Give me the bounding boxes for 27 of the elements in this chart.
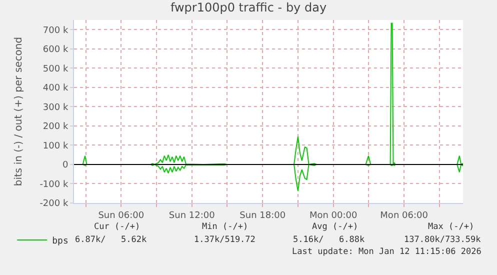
text: Last update: Mon Jan 12 11:15:06 2026 <box>292 247 482 257</box>
y-tick-label: 600 k <box>42 45 69 56</box>
y-axis-title: bits in (-) / out (+) per second <box>14 36 25 186</box>
y-tick-label: 400 k <box>42 84 69 94</box>
y-tick-label: 500 k <box>42 64 69 74</box>
x-tick-label: Sun 18:00 <box>240 210 286 221</box>
x-tick-label: Sun 06:00 <box>98 210 144 221</box>
x-tick-label: Sun 12:00 <box>168 210 216 221</box>
y-tick-label: 700 k <box>42 26 69 36</box>
y-tick-label: 0 <box>62 160 68 171</box>
y-tick-label: 200 k <box>42 122 69 132</box>
y-tick-label: -200 k <box>40 199 69 210</box>
text: 6.87k/ 5.62k <box>75 235 147 245</box>
chart-title: fwpr100p0 traffic - by day <box>170 0 327 14</box>
text: Cur (-/+) <box>94 222 140 232</box>
text: 137.80k/733.59k <box>404 235 481 245</box>
text: Min (-/+) <box>202 222 248 232</box>
legend-label: bps <box>52 236 68 247</box>
text: 1.37k/519.72 <box>194 235 256 245</box>
text: Max (-/+) <box>428 222 474 232</box>
x-tick-label: Mon 06:00 <box>380 210 428 221</box>
x-tick-label: Mon 00:00 <box>309 210 358 221</box>
y-tick-label: 300 k <box>42 102 69 113</box>
y-tick-label: -100 k <box>40 180 69 190</box>
y-tick-label: 100 k <box>42 141 69 152</box>
text: Avg (-/+) <box>312 222 358 232</box>
text: 5.16k/ 6.88k <box>293 235 365 245</box>
